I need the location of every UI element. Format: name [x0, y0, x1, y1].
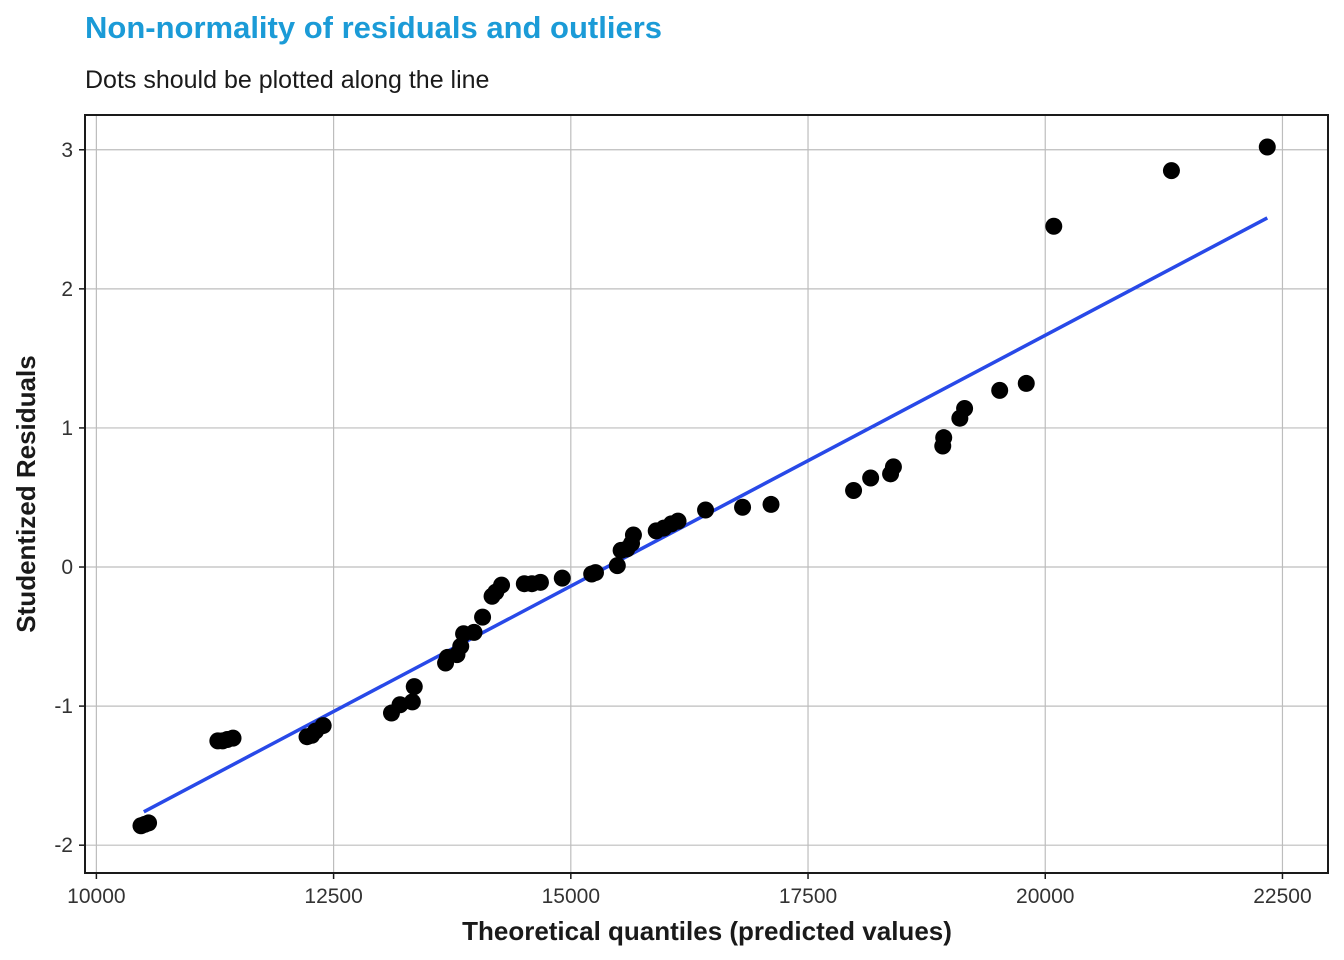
chart-subtitle: Dots should be plotted along the line [85, 66, 489, 94]
data-point [586, 564, 604, 582]
data-point [493, 576, 511, 594]
y-tick-label: -2 [54, 834, 73, 857]
data-point [956, 399, 974, 417]
data-point [1017, 374, 1035, 392]
data-point [465, 623, 483, 641]
x-tick-label: 17500 [779, 885, 837, 908]
data-point [1045, 217, 1063, 235]
data-points [132, 138, 1276, 835]
x-axis-title: Theoretical quantiles (predicted values) [462, 916, 952, 946]
y-axis-ticks: -2 -1 0 1 2 3 [54, 139, 85, 857]
data-point [474, 608, 492, 626]
x-tick-label: 10000 [67, 885, 125, 908]
data-point [553, 569, 571, 587]
plot-panel-border [84, 114, 1329, 874]
data-point [405, 678, 423, 696]
y-axis-title: Studentized Residuals [11, 355, 41, 632]
data-point [884, 458, 902, 476]
data-point [608, 557, 626, 575]
y-tick-label: 3 [61, 139, 73, 162]
data-point [624, 526, 642, 544]
gridlines [85, 115, 1328, 873]
data-point [991, 381, 1009, 399]
y-tick-label: 2 [61, 278, 73, 301]
data-point [224, 729, 242, 747]
y-tick-label: 1 [61, 417, 73, 440]
data-point [1258, 138, 1276, 156]
data-point [531, 573, 549, 591]
y-tick-label: 0 [61, 556, 73, 579]
data-point [845, 482, 863, 500]
x-tick-label: 22500 [1253, 885, 1311, 908]
data-point [669, 512, 687, 530]
data-point [935, 429, 953, 447]
data-point [403, 693, 421, 711]
data-point [762, 495, 780, 513]
y-tick-label: -1 [54, 695, 73, 718]
x-tick-label: 15000 [542, 885, 600, 908]
data-point [1162, 162, 1180, 180]
data-point [140, 814, 158, 832]
x-tick-label: 12500 [304, 885, 362, 908]
x-tick-label: 20000 [1016, 885, 1074, 908]
data-point [697, 501, 715, 519]
data-point [734, 498, 752, 516]
data-point [314, 717, 332, 735]
x-axis-ticks: 10000 12500 15000 17500 20000 22500 [67, 873, 1312, 908]
chart-title: Non-normality of residuals and outliers [85, 10, 662, 45]
data-point [862, 469, 880, 487]
